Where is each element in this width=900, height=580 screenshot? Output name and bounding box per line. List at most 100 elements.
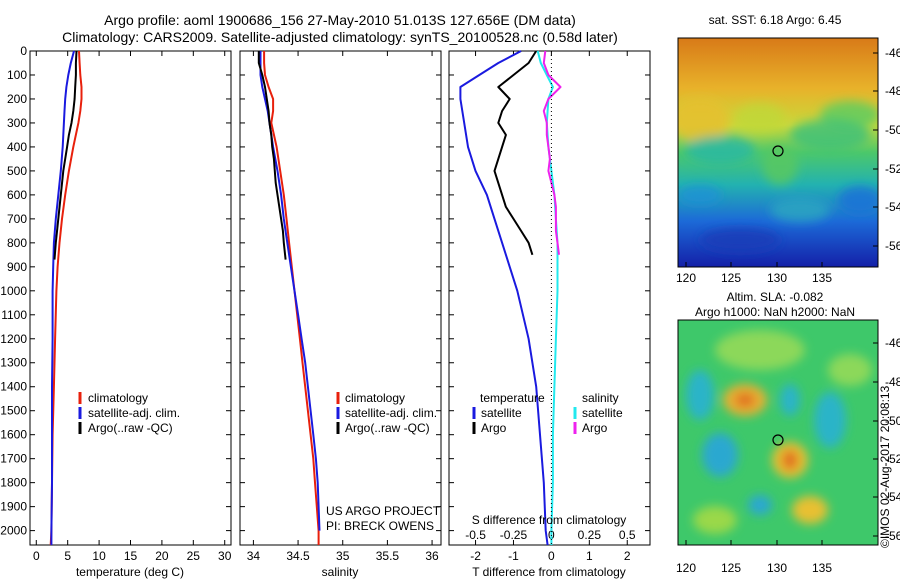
x-tick-label: 35: [336, 549, 350, 563]
series-line-argo: [493, 50, 538, 256]
x-tick-label: 25: [187, 549, 201, 563]
series-line-satellite-adj-clim: [259, 51, 321, 531]
depth-tick-label: 1300: [0, 356, 27, 370]
legend-argo: Argo(..raw -QC): [88, 421, 173, 435]
series-line-argo-raw-qc: [257, 51, 287, 260]
x-tick-label: 2: [624, 549, 631, 563]
x-tick-label: 34: [247, 549, 261, 563]
s-diff-tick-label: 0.25: [578, 528, 602, 542]
sla-lat-tick-label: -54: [885, 490, 900, 504]
series-line-satellite-adj-clim: [50, 50, 75, 545]
s-diff-tick-label: -0.25: [500, 528, 528, 542]
x-tick-label: -2: [470, 549, 481, 563]
series-line-satellite: [459, 50, 549, 546]
series-line-argo: [542, 50, 562, 255]
sla-lon-tick-label: 125: [721, 561, 741, 575]
depth-tick-label: 1900: [0, 500, 27, 514]
sst-lat-tick-label: -48: [885, 84, 900, 98]
sla-lat-tick-label: -48: [885, 375, 900, 389]
chart-title-line1: Argo profile: aoml 1900686_156 27-May-20…: [104, 12, 576, 28]
sst-lat-tick-label: -56: [885, 239, 900, 253]
legend-climatology: climatology: [345, 391, 405, 405]
sla-lat-tick-label: -50: [885, 414, 900, 428]
temperature-panel: [29, 50, 232, 546]
difference-panel: [448, 50, 651, 546]
depth-tick-label: 1700: [0, 452, 27, 466]
legend-satellite: satellite-adj. clim.: [88, 406, 180, 420]
sst-lat-tick-label: -46: [885, 46, 900, 60]
x-tick-label: 0: [33, 549, 40, 563]
depth-tick-label: 0: [20, 44, 27, 58]
series-line-argo-raw-qc: [53, 50, 78, 260]
depth-tick-label: 500: [7, 164, 27, 178]
depth-tick-label: 1600: [0, 428, 27, 442]
sst-lon-tick-label: 135: [812, 271, 832, 285]
sla-lat-tick-label: -56: [885, 529, 900, 543]
depth-tick-label: 1200: [0, 332, 27, 346]
legend-s-satellite: satellite: [582, 406, 623, 420]
argo-position-marker: [772, 434, 784, 446]
sla-lon-tick-label: 130: [767, 561, 787, 575]
project-line1: US ARGO PROJECT: [326, 504, 441, 518]
legend-climatology: climatology: [88, 391, 148, 405]
salinity-axis-label: salinity: [322, 565, 359, 579]
difference-legend: temperature satellite Argo salinity sate…: [472, 391, 623, 435]
legend-temperature-heading: temperature: [480, 391, 545, 405]
x-tick-label: -1: [508, 549, 519, 563]
legend-salinity-heading: salinity: [582, 391, 619, 405]
temperature-axis-label: temperature (deg C): [76, 565, 184, 579]
x-tick-label: 0: [548, 549, 555, 563]
depth-tick-label: 400: [7, 140, 27, 154]
depth-tick-label: 300: [7, 116, 27, 130]
sla-lon-tick-label: 135: [812, 561, 832, 575]
x-tick-label: 15: [124, 549, 138, 563]
sla-lon-tick-label: 120: [676, 561, 696, 575]
temperature-legend: climatology satellite-adj. clim. Argo(..…: [78, 391, 180, 435]
sst-lon-tick-label: 120: [676, 271, 696, 285]
sst-lat-tick-label: -52: [885, 162, 900, 176]
sla-lat-tick-label: -52: [885, 452, 900, 466]
depth-tick-label: 1000: [0, 284, 27, 298]
salinity-legend: climatology satellite-adj. clim. Argo(..…: [336, 391, 437, 435]
t-difference-axis-label: T difference from climatology: [472, 565, 626, 579]
s-difference-axis-label: S difference from climatology: [472, 513, 627, 527]
x-tick-label: 1: [586, 549, 593, 563]
s-diff-tick-label: 0.5: [619, 528, 636, 542]
depth-tick-label: 1100: [1, 308, 27, 322]
legend-t-argo: Argo: [481, 421, 507, 435]
sla-lat-tick-label: -46: [885, 336, 900, 350]
legend-s-argo: Argo: [582, 421, 608, 435]
sst-lat-tick-label: -54: [885, 200, 900, 214]
depth-tick-label: 1500: [0, 404, 27, 418]
sst-map-title: sat. SST: 6.18 Argo: 6.45: [708, 13, 842, 27]
x-tick-label: 30: [218, 549, 232, 563]
sla-map-title-line1: Altim. SLA: -0.082: [726, 290, 824, 304]
legend-satellite: satellite-adj. clim.: [345, 406, 437, 420]
x-tick-label: 35.5: [376, 549, 400, 563]
depth-tick-label: 600: [7, 188, 27, 202]
x-tick-label: 20: [155, 549, 169, 563]
depth-tick-label: 1800: [0, 476, 27, 490]
depth-tick-label: 700: [7, 212, 27, 226]
project-line2: PI: BRECK OWENS: [326, 519, 434, 533]
depth-tick-label: 800: [7, 236, 27, 250]
legend-t-satellite: satellite: [481, 406, 522, 420]
s-diff-tick-label: -0.5: [465, 528, 486, 542]
x-tick-label: 5: [64, 549, 71, 563]
chart-title-line2: Climatology: CARS2009. Satellite-adjuste…: [62, 29, 618, 45]
x-tick-label: 34.5: [286, 549, 310, 563]
argo-position-marker: [772, 145, 784, 157]
depth-tick-label: 2000: [0, 524, 27, 538]
depth-tick-label: 100: [7, 68, 27, 82]
sst-map: [678, 38, 878, 267]
depth-tick-label: 1400: [0, 380, 27, 394]
legend-argo: Argo(..raw -QC): [345, 421, 430, 435]
depth-tick-label: 900: [7, 260, 27, 274]
depth-tick-label: 200: [7, 92, 27, 106]
x-tick-label: 10: [92, 549, 106, 563]
sst-lon-tick-label: 125: [721, 271, 741, 285]
sla-map-title-line2: Argo h1000: NaN h2000: NaN: [694, 305, 856, 319]
x-tick-label: 36: [425, 549, 439, 563]
sst-lon-tick-label: 130: [767, 271, 787, 285]
